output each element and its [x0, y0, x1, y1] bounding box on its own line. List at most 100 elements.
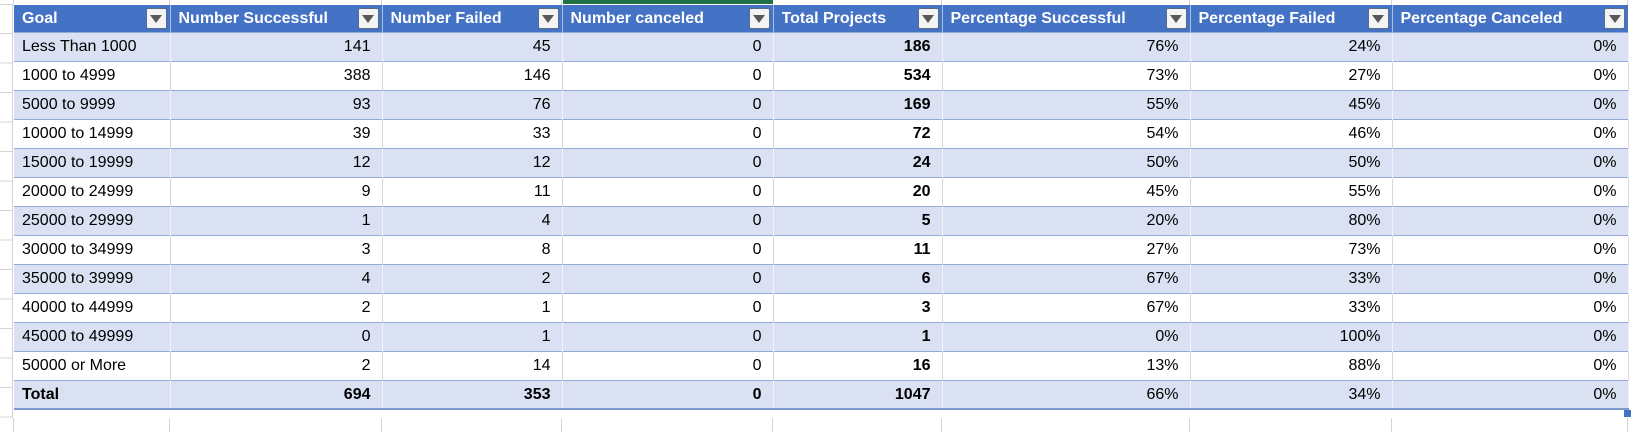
- total-cell-total-projects[interactable]: 1047: [773, 380, 943, 409]
- cell-number-canceled[interactable]: 0: [562, 206, 774, 236]
- cell-total-projects[interactable]: 186: [773, 32, 943, 62]
- cell-number-successful[interactable]: 39: [170, 119, 383, 149]
- cell-number-successful[interactable]: 9: [170, 177, 383, 207]
- cell-percentage-failed[interactable]: 24%: [1190, 32, 1393, 62]
- column-header-total-projects[interactable]: Total Projects: [773, 5, 943, 33]
- cell-percentage-canceled[interactable]: 0%: [1392, 148, 1629, 178]
- cell-percentage-successful[interactable]: 76%: [942, 32, 1191, 62]
- cell-number-successful[interactable]: 93: [170, 90, 383, 120]
- cell-percentage-successful[interactable]: 13%: [942, 351, 1191, 381]
- filter-dropdown-button[interactable]: [748, 8, 770, 29]
- cell-percentage-failed[interactable]: 88%: [1190, 351, 1393, 381]
- cell-percentage-successful[interactable]: 55%: [942, 90, 1191, 120]
- total-cell-percentage-canceled[interactable]: 0%: [1392, 380, 1629, 409]
- cell-number-canceled[interactable]: 0: [562, 61, 774, 91]
- cell-number-canceled[interactable]: 0: [562, 264, 774, 294]
- column-header-percentage-canceled[interactable]: Percentage Canceled: [1392, 5, 1628, 33]
- cell-number-successful[interactable]: 388: [170, 61, 383, 91]
- cell-percentage-failed[interactable]: 27%: [1190, 61, 1393, 91]
- cell-number-failed[interactable]: 11: [382, 177, 563, 207]
- cell-percentage-canceled[interactable]: 0%: [1392, 322, 1629, 352]
- cell-total-projects[interactable]: 3: [773, 293, 943, 323]
- cell-total-projects[interactable]: 5: [773, 206, 943, 236]
- filter-dropdown-button[interactable]: [145, 8, 167, 29]
- cell-number-failed[interactable]: 4: [382, 206, 563, 236]
- cell-number-successful[interactable]: 1: [170, 206, 383, 236]
- cell-goal[interactable]: 40000 to 44999: [14, 293, 171, 323]
- cell-goal[interactable]: 15000 to 19999: [14, 148, 171, 178]
- cell-number-canceled[interactable]: 0: [562, 32, 774, 62]
- cell-percentage-failed[interactable]: 80%: [1190, 206, 1393, 236]
- cell-goal[interactable]: 1000 to 4999: [14, 61, 171, 91]
- cell-percentage-canceled[interactable]: 0%: [1392, 119, 1629, 149]
- cell-total-projects[interactable]: 6: [773, 264, 943, 294]
- total-cell-percentage-successful[interactable]: 66%: [942, 380, 1191, 409]
- cell-number-failed[interactable]: 76: [382, 90, 563, 120]
- filter-dropdown-button[interactable]: [357, 8, 379, 29]
- cell-percentage-successful[interactable]: 67%: [942, 264, 1191, 294]
- cell-number-failed[interactable]: 33: [382, 119, 563, 149]
- cell-number-successful[interactable]: 141: [170, 32, 383, 62]
- cell-total-projects[interactable]: 24: [773, 148, 943, 178]
- cell-percentage-successful[interactable]: 45%: [942, 177, 1191, 207]
- cell-total-projects[interactable]: 11: [773, 235, 943, 265]
- total-cell-goal[interactable]: Total: [14, 380, 171, 409]
- cell-number-canceled[interactable]: 0: [562, 293, 774, 323]
- cell-number-failed[interactable]: 12: [382, 148, 563, 178]
- cell-number-failed[interactable]: 146: [382, 61, 563, 91]
- filter-dropdown-button[interactable]: [1165, 8, 1187, 29]
- total-cell-percentage-failed[interactable]: 34%: [1190, 380, 1393, 409]
- cell-percentage-canceled[interactable]: 0%: [1392, 293, 1629, 323]
- cell-percentage-canceled[interactable]: 0%: [1392, 351, 1629, 381]
- cell-number-failed[interactable]: 1: [382, 322, 563, 352]
- cell-number-successful[interactable]: 12: [170, 148, 383, 178]
- column-header-goal[interactable]: Goal: [14, 5, 171, 33]
- column-header-percentage-successful[interactable]: Percentage Successful: [942, 5, 1191, 33]
- cell-goal[interactable]: 25000 to 29999: [14, 206, 171, 236]
- total-cell-number-canceled[interactable]: 0: [562, 380, 774, 409]
- cell-percentage-canceled[interactable]: 0%: [1392, 235, 1629, 265]
- cell-number-successful[interactable]: 4: [170, 264, 383, 294]
- cell-total-projects[interactable]: 534: [773, 61, 943, 91]
- cell-number-successful[interactable]: 2: [170, 293, 383, 323]
- cell-number-successful[interactable]: 3: [170, 235, 383, 265]
- cell-percentage-canceled[interactable]: 0%: [1392, 177, 1629, 207]
- cell-percentage-canceled[interactable]: 0%: [1392, 32, 1629, 62]
- cell-number-canceled[interactable]: 0: [562, 235, 774, 265]
- cell-total-projects[interactable]: 1: [773, 322, 943, 352]
- cell-goal[interactable]: 10000 to 14999: [14, 119, 171, 149]
- cell-number-canceled[interactable]: 0: [562, 351, 774, 381]
- filter-dropdown-button[interactable]: [917, 8, 939, 29]
- cell-percentage-successful[interactable]: 73%: [942, 61, 1191, 91]
- column-header-percentage-failed[interactable]: Percentage Failed: [1190, 5, 1393, 33]
- cell-percentage-failed[interactable]: 33%: [1190, 293, 1393, 323]
- cell-number-failed[interactable]: 1: [382, 293, 563, 323]
- cell-percentage-successful[interactable]: 67%: [942, 293, 1191, 323]
- cell-percentage-failed[interactable]: 55%: [1190, 177, 1393, 207]
- cell-number-canceled[interactable]: 0: [562, 148, 774, 178]
- cell-percentage-failed[interactable]: 100%: [1190, 322, 1393, 352]
- cell-number-canceled[interactable]: 0: [562, 177, 774, 207]
- cell-number-failed[interactable]: 8: [382, 235, 563, 265]
- cell-percentage-failed[interactable]: 73%: [1190, 235, 1393, 265]
- cell-percentage-canceled[interactable]: 0%: [1392, 90, 1629, 120]
- cell-percentage-canceled[interactable]: 0%: [1392, 264, 1629, 294]
- column-header-number-canceled[interactable]: Number canceled: [562, 5, 774, 33]
- total-cell-number-failed[interactable]: 353: [382, 380, 563, 409]
- cell-number-canceled[interactable]: 0: [562, 322, 774, 352]
- cell-goal[interactable]: 5000 to 9999: [14, 90, 171, 120]
- cell-percentage-failed[interactable]: 45%: [1190, 90, 1393, 120]
- column-header-number-successful[interactable]: Number Successful: [170, 5, 383, 33]
- cell-number-failed[interactable]: 45: [382, 32, 563, 62]
- cell-percentage-successful[interactable]: 0%: [942, 322, 1191, 352]
- cell-goal[interactable]: 20000 to 24999: [14, 177, 171, 207]
- cell-total-projects[interactable]: 20: [773, 177, 943, 207]
- cell-goal[interactable]: Less Than 1000: [14, 32, 171, 62]
- cell-percentage-canceled[interactable]: 0%: [1392, 206, 1629, 236]
- total-cell-number-successful[interactable]: 694: [170, 380, 383, 409]
- cell-percentage-successful[interactable]: 54%: [942, 119, 1191, 149]
- cell-number-successful[interactable]: 0: [170, 322, 383, 352]
- table-resize-handle[interactable]: [1624, 410, 1631, 417]
- cell-number-canceled[interactable]: 0: [562, 90, 774, 120]
- cell-percentage-successful[interactable]: 27%: [942, 235, 1191, 265]
